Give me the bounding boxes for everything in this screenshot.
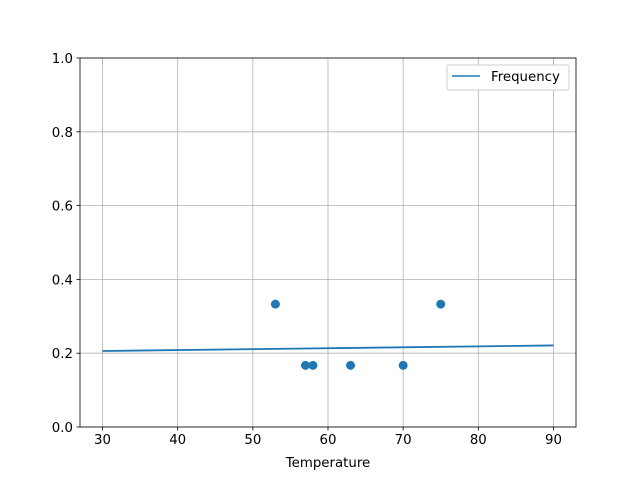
x-axis-label: Temperature bbox=[285, 456, 370, 471]
scatter-point bbox=[398, 360, 408, 370]
legend-label: Frequency bbox=[491, 70, 560, 85]
y-tick-label: 0.8 bbox=[52, 126, 73, 141]
scatter-point bbox=[300, 360, 310, 370]
x-tick-label: 30 bbox=[94, 433, 111, 448]
legend: Frequency bbox=[446, 64, 570, 91]
scatter-point bbox=[436, 299, 446, 309]
x-tick-label: 80 bbox=[470, 433, 487, 448]
y-tick-label: 0.4 bbox=[52, 273, 73, 288]
y-tick-label: 0.2 bbox=[52, 347, 73, 362]
x-tick-label: 50 bbox=[244, 433, 261, 448]
x-tick-label: 60 bbox=[320, 433, 337, 448]
x-tick-label: 70 bbox=[395, 433, 412, 448]
scatter-point bbox=[270, 299, 280, 309]
x-tick-label: 90 bbox=[545, 433, 562, 448]
x-tick-label: 40 bbox=[169, 433, 186, 448]
y-tick-label: 0.6 bbox=[52, 200, 73, 215]
ticks: 30 40 50 60 70 80 90 0.0 0.2 0.4 0.6 0.8 1.0 bbox=[52, 52, 562, 448]
y-tick-label: 0.0 bbox=[52, 421, 73, 436]
frequency-line bbox=[102, 344, 554, 352]
y-tick-label: 1.0 bbox=[52, 52, 73, 67]
scatter-point bbox=[346, 360, 356, 370]
plot-marks bbox=[102, 299, 554, 370]
scatter-point bbox=[308, 360, 318, 370]
